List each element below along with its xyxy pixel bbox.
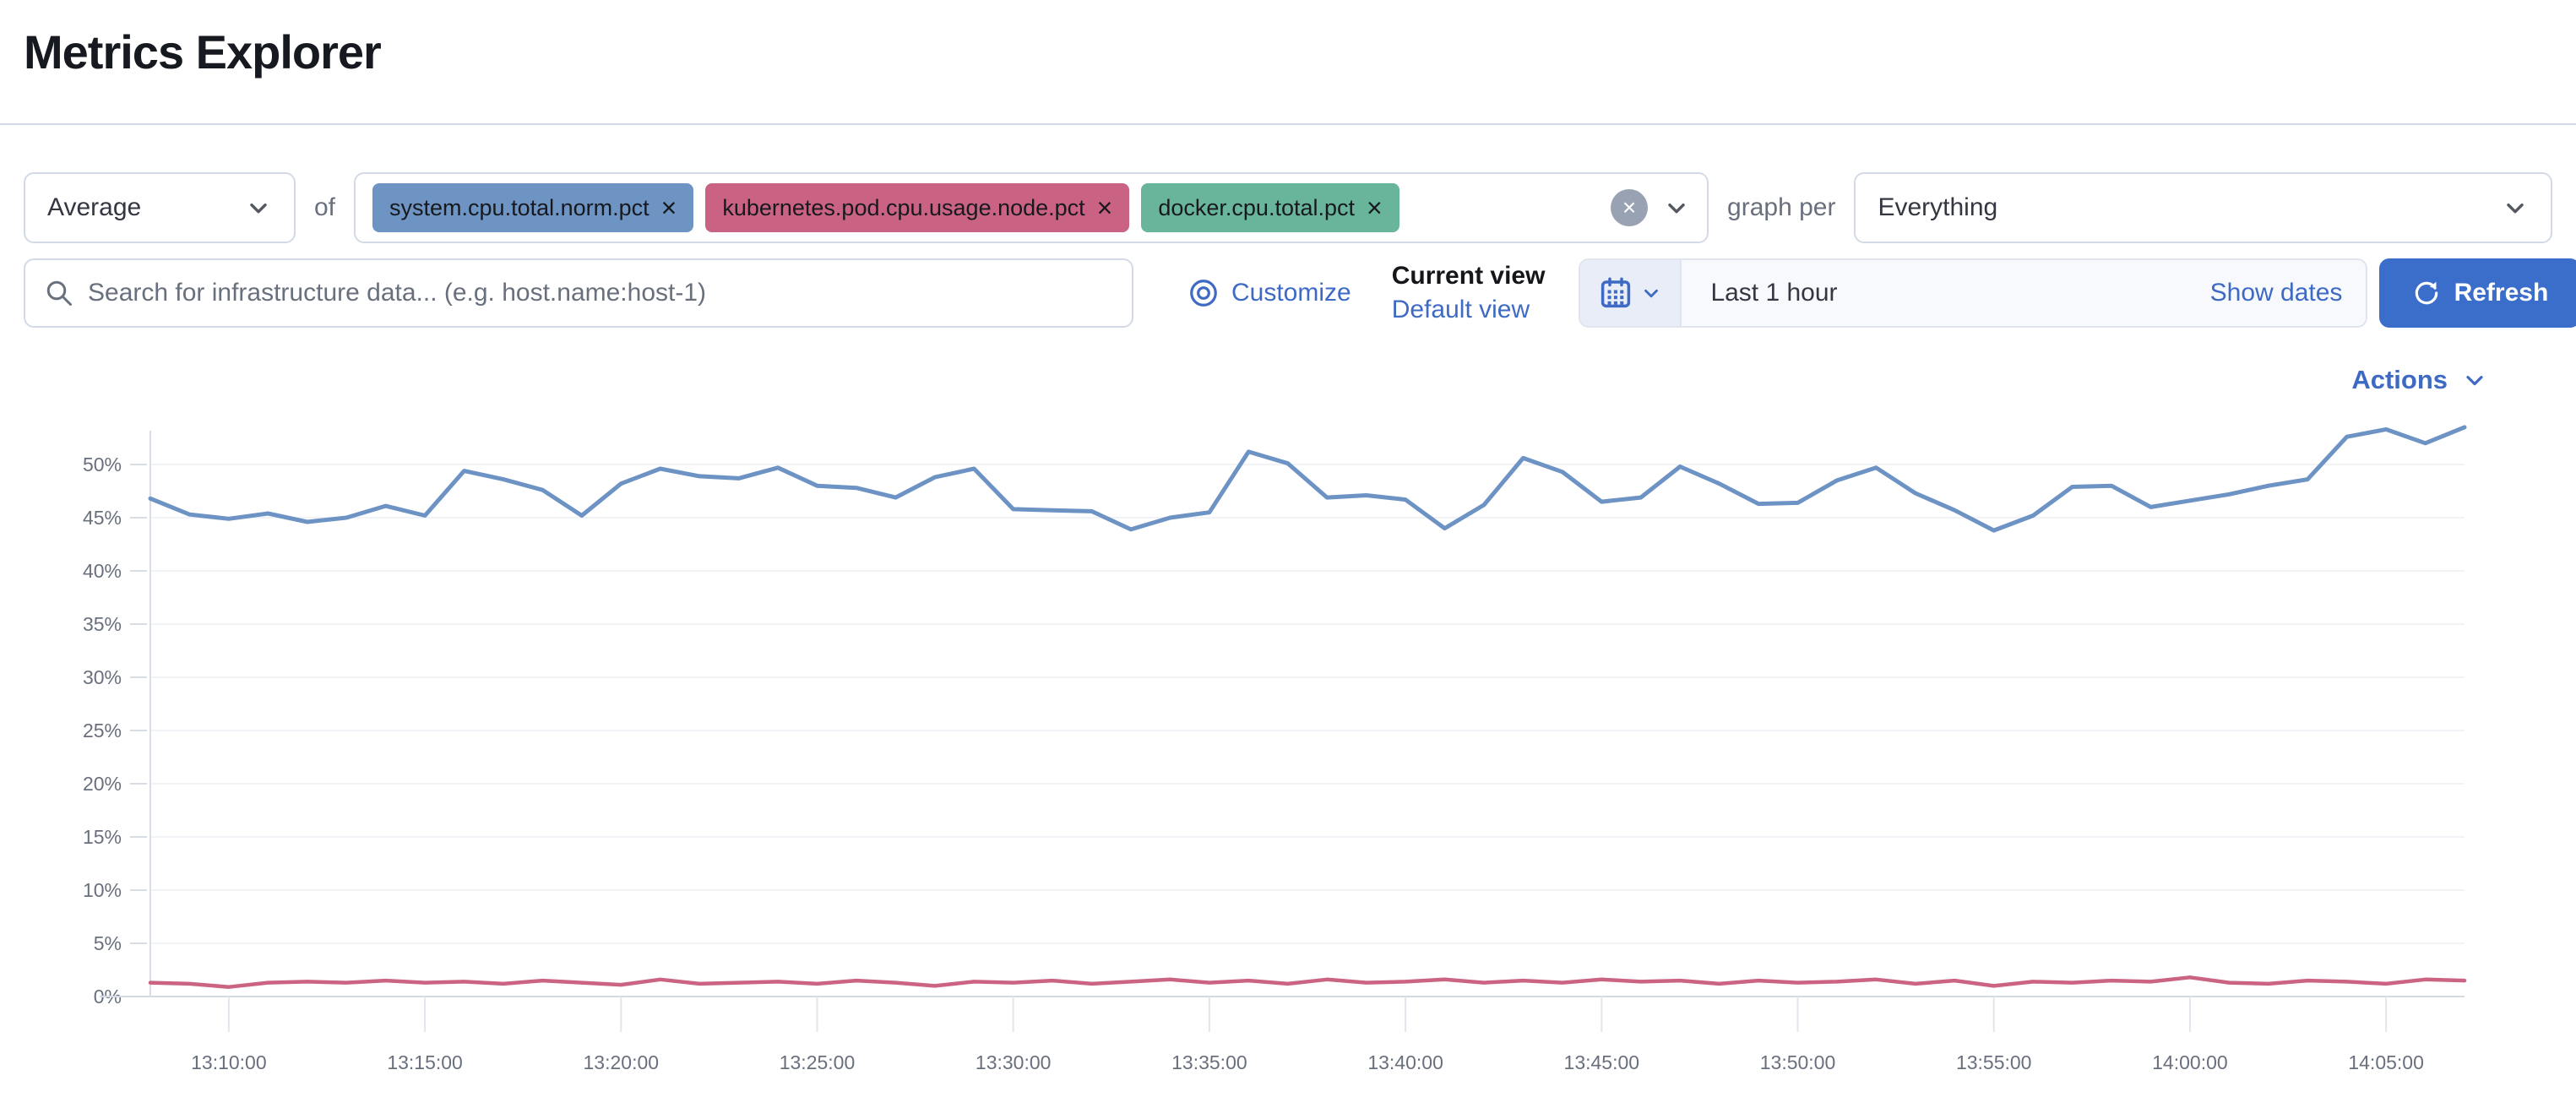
y-axis-label: 20% bbox=[83, 773, 122, 795]
aggregation-value: Average bbox=[47, 193, 142, 221]
customize-label: Customize bbox=[1231, 279, 1351, 307]
refresh-button[interactable]: Refresh bbox=[2379, 258, 2576, 328]
y-axis-label: 40% bbox=[83, 560, 122, 582]
current-view-label: Current view bbox=[1391, 262, 1546, 290]
customize-eye-icon bbox=[1190, 280, 1217, 307]
group-by-value: Everything bbox=[1878, 193, 1998, 221]
chevron-down-icon bbox=[2507, 203, 2524, 214]
metrics-chart-container: 0% 5% 10% 15% 20% 25% 30% 35% 40% 45% 50% 13:10:00 1… bbox=[0, 400, 2576, 1080]
metric-pill-label: docker.cpu.total.pct bbox=[1158, 194, 1355, 220]
metric-pill-label: kubernetes.pod.cpu.usage.node.pct bbox=[722, 194, 1085, 220]
x-axis-label: 14:00:00 bbox=[2152, 1051, 2228, 1073]
show-dates-button[interactable]: Show dates bbox=[2209, 279, 2343, 307]
default-view-link[interactable]: Default view bbox=[1391, 296, 1530, 323]
title-divider bbox=[0, 123, 2576, 125]
calendar-menu-button[interactable] bbox=[1580, 260, 1682, 326]
metrics-config-row: Average of system.cpu.total.norm.pct × kub… bbox=[24, 172, 2552, 243]
metric-pill-0[interactable]: system.cpu.total.norm.pct × bbox=[372, 183, 694, 232]
y-axis-label: 25% bbox=[83, 720, 122, 741]
of-label: of bbox=[314, 193, 336, 221]
metrics-chart[interactable]: 0%5%10%15%20%25%30%35%40%45%50%13:10:00 1… bbox=[24, 400, 2552, 1076]
x-axis-label: 13:25:00 bbox=[780, 1051, 856, 1073]
metric-pill-remove-icon[interactable]: × bbox=[1367, 193, 1383, 223]
chart-header-row: Actions bbox=[0, 365, 2576, 395]
search-icon bbox=[46, 280, 72, 306]
calendar-icon bbox=[1601, 277, 1631, 308]
refresh-label: Refresh bbox=[2454, 279, 2549, 307]
series-line-1 bbox=[148, 975, 2467, 989]
y-axis-label: 45% bbox=[83, 507, 122, 529]
x-axis-label: 13:15:00 bbox=[387, 1051, 463, 1073]
search-box bbox=[24, 258, 1133, 328]
customize-button[interactable]: Customize bbox=[1187, 277, 1351, 309]
x-axis-label: 13:55:00 bbox=[1956, 1051, 2032, 1073]
x-axis-label: 13:45:00 bbox=[1564, 1051, 1640, 1073]
metric-pill-2[interactable]: docker.cpu.total.pct × bbox=[1141, 183, 1399, 232]
y-axis-label: 5% bbox=[94, 932, 122, 954]
time-range-picker: Last 1 hour Show dates bbox=[1579, 258, 2368, 328]
chevron-down-icon bbox=[2466, 376, 2483, 386]
x-axis-label: 13:30:00 bbox=[976, 1051, 1052, 1073]
y-axis-label: 50% bbox=[83, 454, 122, 475]
combo-right-controls: × bbox=[1611, 189, 1690, 226]
x-axis-label: 13:20:00 bbox=[584, 1051, 660, 1073]
clear-all-metrics-button[interactable]: × bbox=[1611, 189, 1649, 226]
metric-pill-label: system.cpu.total.norm.pct bbox=[389, 194, 649, 220]
controls: Average of system.cpu.total.norm.pct × kub… bbox=[0, 172, 2576, 328]
y-axis-label: 35% bbox=[83, 613, 122, 635]
view-switcher: Current view Default view bbox=[1392, 262, 1546, 324]
metrics-combo-box[interactable]: system.cpu.total.norm.pct × kubernetes.pod… bbox=[354, 172, 1709, 243]
aggregation-select[interactable]: Average bbox=[24, 172, 296, 243]
chevron-down-icon bbox=[1644, 289, 1659, 298]
x-axis-label: 13:35:00 bbox=[1171, 1051, 1247, 1073]
time-range-value[interactable]: Last 1 hour bbox=[1710, 279, 1838, 307]
x-axis-label: 13:10:00 bbox=[191, 1051, 267, 1073]
chevron-down-icon[interactable] bbox=[1663, 194, 1690, 221]
chevron-down-icon bbox=[250, 203, 267, 214]
metric-pills: system.cpu.total.norm.pct × kubernetes.pod… bbox=[372, 183, 1599, 232]
group-by-select[interactable]: Everything bbox=[1854, 172, 2552, 243]
y-axis-label: 30% bbox=[83, 666, 122, 688]
x-axis-label: 13:50:00 bbox=[1760, 1051, 1836, 1073]
graph-per-label: graph per bbox=[1727, 193, 1836, 221]
actions-label: Actions bbox=[2351, 365, 2448, 394]
metric-pill-remove-icon[interactable]: × bbox=[1096, 193, 1113, 223]
x-axis-label: 14:05:00 bbox=[2348, 1051, 2424, 1073]
y-axis-label: 10% bbox=[83, 879, 122, 901]
y-axis-label: 15% bbox=[83, 826, 122, 848]
series-line-0 bbox=[148, 425, 2467, 533]
toolbar-row: Customize Current view Default view bbox=[24, 258, 2576, 328]
actions-menu-button[interactable]: Actions bbox=[2351, 365, 2488, 395]
page-title: Metrics Explorer bbox=[24, 25, 382, 79]
metric-pill-1[interactable]: kubernetes.pod.cpu.usage.node.pct × bbox=[705, 183, 1130, 232]
search-input[interactable] bbox=[88, 279, 1113, 307]
x-axis-label: 13:40:00 bbox=[1367, 1051, 1443, 1073]
metric-pill-remove-icon[interactable]: × bbox=[660, 193, 677, 223]
refresh-icon bbox=[2415, 281, 2437, 305]
